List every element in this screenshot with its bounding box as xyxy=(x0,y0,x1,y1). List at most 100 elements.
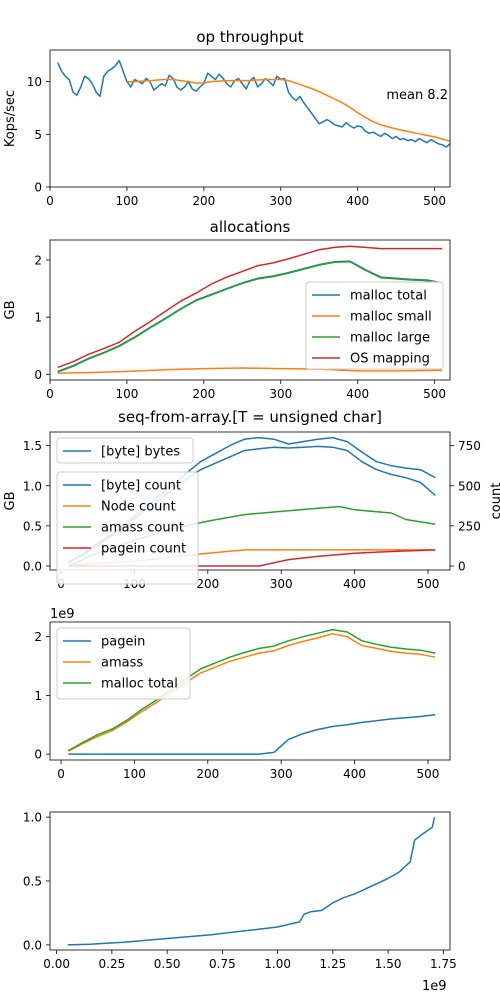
legend-box xyxy=(305,281,444,370)
legend-entry: [byte] count xyxy=(101,479,181,494)
series-line-p_pagein xyxy=(68,714,436,755)
x-tick-label: 400 xyxy=(343,577,366,591)
x-tick-label: 500 xyxy=(417,767,440,781)
x-tick-label: 1.75 xyxy=(430,957,457,971)
y-tick-label: 0 xyxy=(34,181,42,195)
x-tick-label: 0 xyxy=(46,387,54,401)
y-tick-label: 2 xyxy=(34,630,42,644)
series-line-smooth xyxy=(126,78,450,142)
x-tick-label: 0 xyxy=(46,194,54,208)
legend-entry: malloc total xyxy=(350,289,427,304)
y-tick-label: 10 xyxy=(27,75,42,89)
legend-entry: pagein count xyxy=(101,542,186,557)
x-tick-label: 300 xyxy=(269,387,292,401)
x-tick-label: 200 xyxy=(196,577,219,591)
chart-title: op throughput xyxy=(196,28,303,46)
legend-entry: pagein xyxy=(101,635,145,650)
y-tick-label: 0.5 xyxy=(23,875,42,889)
x-tick-label: 100 xyxy=(123,767,146,781)
y-tick-label: 0.0 xyxy=(23,938,42,952)
legend-entry: Node count xyxy=(101,500,176,515)
legend-entry: amass xyxy=(101,656,143,671)
series-line-a_small xyxy=(57,367,443,374)
x-tick-label: 1.25 xyxy=(320,957,347,971)
x-tick-label: 1.00 xyxy=(264,957,291,971)
legend-entry: malloc total xyxy=(101,677,178,692)
legend-entry: OS mapping xyxy=(350,352,430,367)
legend: [byte] count Node count amass count pagein … xyxy=(56,471,199,585)
x-tick-label: 100 xyxy=(115,194,138,208)
series-line-a_large xyxy=(57,260,443,373)
y-tick-label: 1 xyxy=(34,689,42,703)
legend: [byte] bytes xyxy=(56,437,194,464)
plot-frame xyxy=(49,239,451,381)
x-tick-label: 100 xyxy=(115,387,138,401)
x-tick-label: 400 xyxy=(346,387,369,401)
y2-tick-label: 0 xyxy=(458,559,466,573)
y-tick-label: 1.5 xyxy=(23,439,42,453)
x-tick-label: 0.75 xyxy=(209,957,236,971)
plot-frame xyxy=(49,811,451,951)
legend-entry: [byte] bytes xyxy=(101,445,180,460)
chart-panel-2: allocations GB 0 100 200 300 400 500 0 1 2 malloc t… xyxy=(3,218,451,401)
plot-frame xyxy=(49,431,451,571)
x-tick-label: 300 xyxy=(270,767,293,781)
y-tick-label: 1.0 xyxy=(23,811,42,825)
y2-tick-label: 500 xyxy=(458,479,481,493)
x-tick-label: 200 xyxy=(192,387,215,401)
x-tick-label: 400 xyxy=(343,767,366,781)
legend-box xyxy=(56,437,194,464)
chart-title: seq-from-array.[T = unsigned char] xyxy=(118,408,382,426)
chart-panel-3: seq-from-array.[T = unsigned char] GB coun… xyxy=(3,408,500,591)
x-tick-label: 300 xyxy=(270,577,293,591)
chart-annotation: mean 8.2 xyxy=(386,88,448,103)
chart-panel-5: 1e9 0.00 0.25 0.50 0.75 1.00 1.25 1.50 1.75 0.0 0.… xyxy=(23,811,457,994)
series-line-raw xyxy=(57,59,450,148)
x-tick-label: 300 xyxy=(269,194,292,208)
series-line-p_total xyxy=(67,628,436,752)
x-tick-label: 0.50 xyxy=(154,957,181,971)
series-line-p_amass xyxy=(67,632,436,752)
legend-box xyxy=(56,471,199,585)
x-tick-label: 500 xyxy=(423,387,446,401)
series-line-a_os xyxy=(57,245,443,369)
plot-frame xyxy=(49,621,451,761)
y-tick-label: 0.0 xyxy=(23,559,42,573)
x-tick-label: 200 xyxy=(192,194,215,208)
axis-offset-label: 1e9 xyxy=(422,979,447,994)
legend: malloc total malloc small malloc large OS m… xyxy=(305,281,444,370)
legend-box xyxy=(56,627,191,700)
y-tick-label: 0 xyxy=(34,748,42,762)
y-axis-label: Kops/sec xyxy=(3,90,18,147)
y2-axis-label: count xyxy=(489,483,500,520)
chart-panel-1: op throughput Kops/sec 0 100 200 300 400 500 0 5 1… xyxy=(3,28,451,208)
x-tick-label: 0 xyxy=(57,767,65,781)
x-tick-label: 400 xyxy=(346,194,369,208)
chart-title: allocations xyxy=(210,218,291,236)
x-tick-label: 1.50 xyxy=(375,957,402,971)
y-tick-label: 0.5 xyxy=(23,519,42,533)
chart-panel-4: 1e9 0 100 200 300 400 500 0 1 2 pagein amass malloc … xyxy=(34,607,451,781)
x-tick-label: 0.00 xyxy=(43,957,70,971)
legend: pagein amass malloc total xyxy=(56,627,191,700)
y-axis-label: GB xyxy=(3,301,18,320)
y2-tick-label: 250 xyxy=(458,519,481,533)
x-tick-label: 200 xyxy=(196,767,219,781)
x-tick-label: 500 xyxy=(423,194,446,208)
series-line-cdf xyxy=(67,816,436,946)
legend-entry: malloc large xyxy=(350,331,430,346)
x-tick-label: 500 xyxy=(417,577,440,591)
y-tick-label: 2 xyxy=(34,254,42,268)
axis-offset-label: 1e9 xyxy=(50,607,75,622)
legend-entry: amass count xyxy=(101,521,184,536)
y-tick-label: 1.0 xyxy=(23,479,42,493)
y2-tick-label: 750 xyxy=(458,439,481,453)
plot-frame xyxy=(49,49,451,188)
y-axis-label: GB xyxy=(3,492,18,511)
y-tick-label: 5 xyxy=(34,128,42,142)
legend-entry: malloc small xyxy=(350,310,432,325)
y-tick-label: 0 xyxy=(34,368,42,382)
y-tick-label: 1 xyxy=(34,311,42,325)
x-tick-label: 0.25 xyxy=(99,957,126,971)
